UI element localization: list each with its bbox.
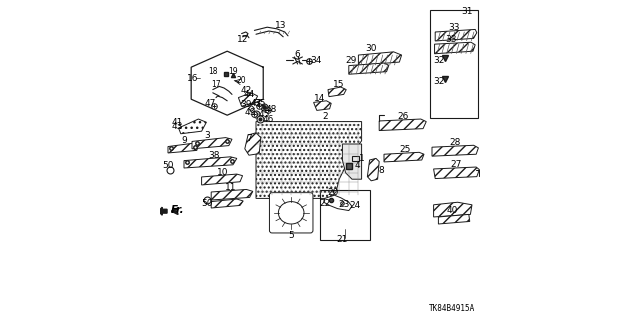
Text: 26: 26	[397, 112, 409, 121]
Text: 10: 10	[217, 168, 228, 177]
Polygon shape	[245, 133, 261, 155]
Polygon shape	[438, 214, 470, 224]
Polygon shape	[435, 42, 475, 54]
Polygon shape	[192, 138, 232, 149]
Text: 16: 16	[188, 74, 198, 83]
Text: 48: 48	[266, 105, 277, 114]
Text: 17: 17	[211, 80, 221, 89]
Text: 14: 14	[314, 94, 326, 103]
Text: 1: 1	[360, 154, 365, 163]
Text: 45: 45	[259, 110, 269, 119]
Text: 25: 25	[399, 145, 411, 154]
Polygon shape	[380, 119, 426, 131]
Text: 20: 20	[327, 188, 339, 197]
Bar	[352, 156, 359, 161]
Polygon shape	[168, 143, 198, 153]
Bar	[430, 10, 479, 118]
Text: 27: 27	[451, 160, 461, 169]
Text: 46: 46	[262, 115, 273, 124]
Text: 49: 49	[245, 108, 256, 117]
Text: 47: 47	[205, 99, 216, 108]
Polygon shape	[384, 152, 424, 162]
Text: 40: 40	[446, 206, 458, 215]
Text: 47: 47	[250, 99, 262, 108]
Text: 11: 11	[225, 183, 237, 192]
Text: 23: 23	[339, 200, 349, 209]
Text: 30: 30	[365, 44, 377, 53]
Text: 33: 33	[445, 35, 457, 44]
Text: 39: 39	[241, 100, 252, 109]
Text: 7: 7	[246, 134, 252, 143]
Text: TK84B4915A: TK84B4915A	[429, 304, 475, 313]
Text: 34: 34	[310, 56, 322, 65]
Text: 15: 15	[333, 80, 345, 89]
Text: 5: 5	[289, 231, 294, 240]
Polygon shape	[434, 167, 479, 179]
Polygon shape	[211, 199, 243, 208]
Polygon shape	[239, 93, 258, 106]
Text: 8: 8	[378, 166, 383, 175]
Text: 9: 9	[182, 136, 188, 145]
Polygon shape	[434, 202, 472, 217]
Polygon shape	[349, 63, 388, 74]
Text: 29: 29	[346, 56, 356, 65]
Text: 32: 32	[433, 56, 445, 65]
Polygon shape	[179, 119, 206, 134]
Text: 21: 21	[337, 236, 348, 244]
Polygon shape	[211, 189, 253, 200]
Text: 3: 3	[205, 131, 210, 140]
Text: 19: 19	[228, 67, 238, 76]
Bar	[320, 190, 370, 240]
Text: 24: 24	[349, 201, 361, 210]
Text: 33: 33	[449, 23, 460, 32]
FancyBboxPatch shape	[269, 193, 313, 233]
Text: 12: 12	[237, 35, 248, 44]
FancyArrow shape	[159, 207, 167, 215]
Ellipse shape	[278, 202, 304, 224]
Polygon shape	[342, 144, 362, 179]
Text: 32: 32	[433, 77, 445, 86]
Polygon shape	[184, 157, 237, 168]
Text: 50: 50	[202, 199, 213, 208]
Text: 50: 50	[163, 161, 173, 170]
Text: 18: 18	[208, 67, 218, 76]
Polygon shape	[256, 122, 362, 198]
Text: 2: 2	[322, 112, 328, 121]
Text: 35: 35	[255, 99, 266, 108]
Text: 42: 42	[241, 86, 252, 95]
Text: 28: 28	[449, 138, 461, 147]
Polygon shape	[314, 101, 332, 110]
Text: 4: 4	[355, 161, 360, 170]
Text: 31: 31	[461, 7, 472, 16]
Text: 13: 13	[275, 21, 287, 30]
Polygon shape	[432, 145, 479, 156]
Polygon shape	[202, 174, 243, 185]
Text: Fr.: Fr.	[171, 204, 184, 215]
Text: 22: 22	[319, 199, 331, 208]
Polygon shape	[358, 52, 402, 65]
Polygon shape	[435, 29, 477, 41]
Text: 20: 20	[237, 76, 246, 85]
Text: 38: 38	[209, 151, 220, 160]
Polygon shape	[328, 87, 346, 97]
Text: 6: 6	[295, 50, 300, 59]
Polygon shape	[324, 195, 352, 211]
Text: 44: 44	[244, 90, 255, 99]
Polygon shape	[367, 158, 380, 181]
Text: 43: 43	[172, 122, 183, 131]
Text: 41: 41	[172, 118, 183, 127]
